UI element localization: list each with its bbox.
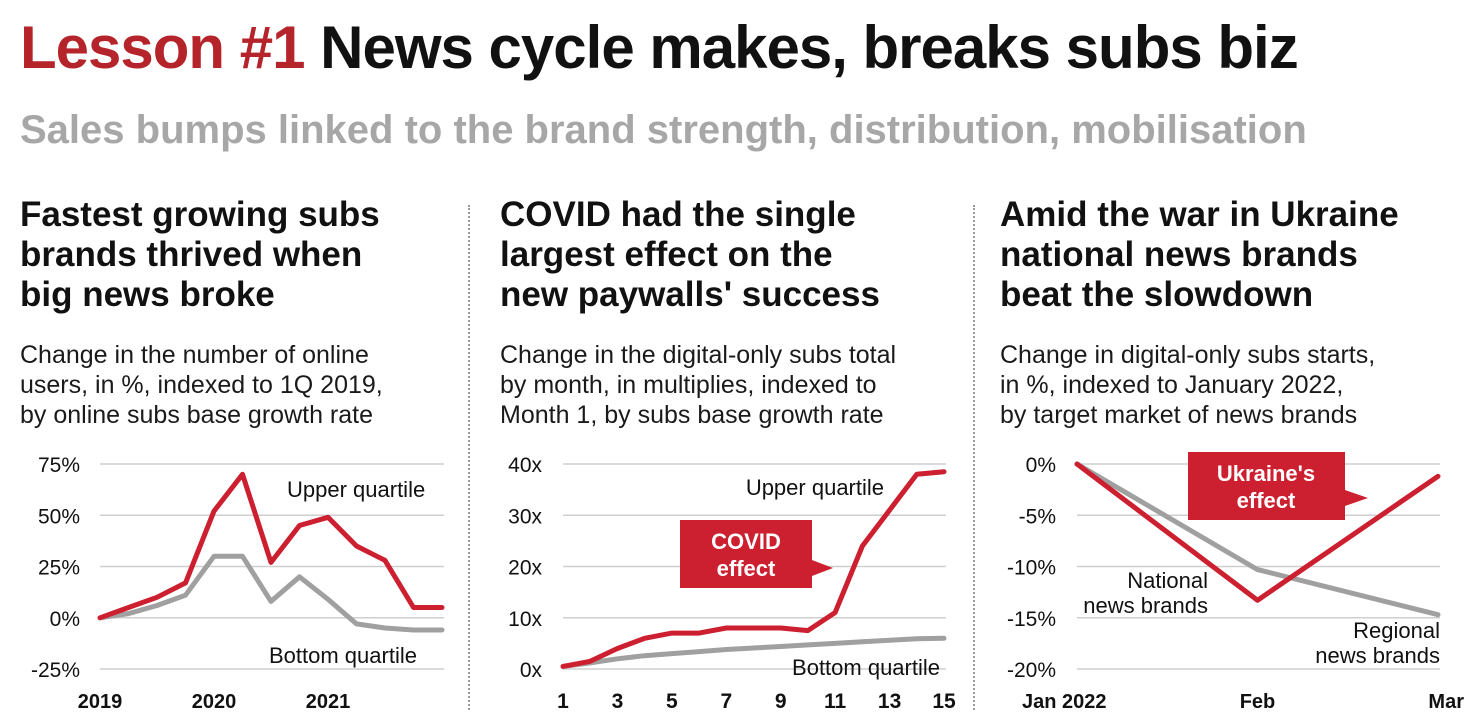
heading-line: national news brands [1000, 235, 1358, 274]
y-tick-label: 40x [508, 454, 542, 477]
series-label: Bottom quartile [792, 655, 940, 680]
description-line: users, in %, indexed to 1Q 2019, [20, 371, 383, 399]
x-tick-label: 7 [720, 690, 732, 713]
series-label: Upper quartile [746, 475, 884, 500]
series-line-red [97, 471, 445, 621]
y-tick-label: 75% [38, 454, 80, 477]
description-line: by month, in multiplies, indexed to [500, 371, 877, 399]
panel-heading: COVID had the single largest effect on t… [500, 195, 960, 315]
title-accent: Lesson #1 [20, 14, 305, 81]
y-tick-label: 0x [520, 659, 543, 682]
x-tick-label: 2019 [78, 691, 123, 713]
page-title: Lesson #1 News cycle makes, breaks subs … [20, 12, 1299, 84]
ukraine-callout-label: effect [1237, 488, 1296, 513]
panel-heading: Amid the war in Ukraine national news br… [1000, 195, 1470, 315]
panel-divider [468, 205, 470, 710]
series-label: Regional [1353, 618, 1440, 643]
heading-line: Amid the war in Ukraine [1000, 195, 1399, 234]
series-label: Upper quartile [287, 477, 425, 502]
description-line: Month 1, by subs base growth rate [500, 401, 884, 429]
x-tick-label: 2020 [192, 691, 237, 713]
covid-callout-box [680, 520, 833, 588]
x-tick-label: 1 [557, 690, 569, 713]
series-line-grey [560, 635, 947, 669]
panel-online-users: Fastest growing subs brands thrived when… [20, 195, 460, 716]
x-tick-label: 3 [612, 690, 624, 713]
panel-covid: COVID had the single largest effect on t… [500, 195, 960, 716]
series-line-red [1074, 461, 1441, 603]
y-tick-label: 50% [38, 505, 80, 528]
title-rest: News cycle makes, breaks subs biz [320, 14, 1299, 81]
covid-callout-label: COVID [711, 529, 781, 554]
y-tick-label: -5% [1019, 505, 1056, 528]
description-line: by target market of news brands [1000, 401, 1358, 429]
panel-divider [973, 205, 975, 710]
y-tick-label: 20x [508, 557, 542, 580]
x-tick-label: 5 [666, 690, 678, 713]
series-line-grey [97, 553, 445, 633]
ukraine-callout-box [1188, 452, 1368, 520]
description-line: by online subs base growth rate [20, 401, 373, 429]
panel-description: Change in the number of online users, in… [20, 340, 383, 430]
page-subtitle: Sales bumps linked to the brand strength… [20, 108, 1307, 152]
series-label: news brands [1315, 643, 1440, 668]
x-tick-label: Jan 2022 [1022, 691, 1107, 713]
heading-line: big news broke [20, 275, 275, 314]
series-line-grey [1074, 461, 1441, 618]
x-tick-label: 13 [878, 690, 901, 713]
y-tick-label: -10% [1007, 557, 1056, 580]
heading-line: brands thrived when [20, 235, 363, 274]
x-tick-label: 11 [824, 690, 847, 713]
x-tick-label: 9 [775, 690, 787, 713]
heading-line: Fastest growing subs [20, 195, 380, 234]
panel-ukraine: Amid the war in Ukraine national news br… [1000, 195, 1470, 716]
x-tick-label: Mar [1428, 691, 1464, 713]
y-tick-label: -15% [1007, 608, 1056, 631]
heading-line: beat the slowdown [1000, 275, 1314, 314]
series-label: National [1127, 568, 1208, 593]
x-tick-label: 2021 [306, 691, 351, 713]
y-tick-label: -25% [31, 659, 80, 682]
heading-line: largest effect on the [500, 235, 833, 274]
series-label: Bottom quartile [269, 643, 417, 668]
description-line: Change in the digital-only subs total [500, 341, 897, 369]
series-label: news brands [1083, 593, 1208, 618]
covid-callout-label: effect [717, 556, 776, 581]
y-tick-label: 0% [50, 608, 80, 631]
description-line: in %, indexed to January 2022, [1000, 371, 1344, 399]
y-tick-label: 25% [38, 557, 80, 580]
x-tick-label: Feb [1240, 691, 1276, 713]
panel-description: Change in the digital-only subs total by… [500, 340, 896, 430]
x-tick-label: 15 [932, 690, 956, 713]
heading-line: new paywalls' success [500, 275, 880, 314]
description-line: Change in digital-only subs starts, [1000, 341, 1376, 369]
y-tick-label: 10x [508, 608, 542, 631]
panel-description: Change in digital-only subs starts, in %… [1000, 340, 1375, 430]
panel-heading: Fastest growing subs brands thrived when… [20, 195, 460, 315]
y-tick-label: 0% [1026, 454, 1056, 477]
ukraine-callout-label: Ukraine's [1217, 461, 1315, 486]
heading-line: COVID had the single [500, 195, 856, 234]
y-tick-label: -20% [1007, 659, 1056, 682]
series-line-red [560, 469, 947, 669]
description-line: Change in the number of online [20, 341, 369, 369]
y-tick-label: 30x [508, 505, 542, 528]
